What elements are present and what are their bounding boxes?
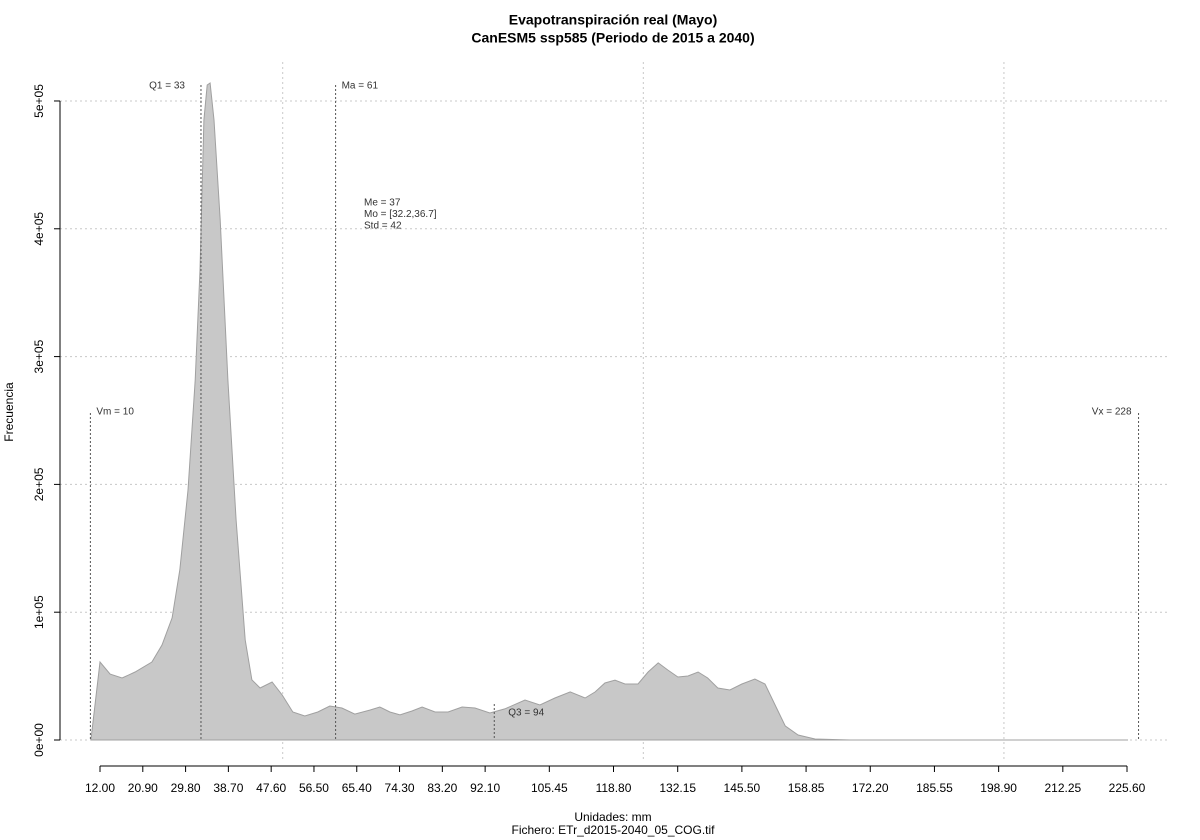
x-tick-label: 56.50 <box>299 781 329 795</box>
x-tick-label: 132.15 <box>659 781 696 795</box>
x-tick-label: 105.45 <box>531 781 568 795</box>
x-tick-label: 47.60 <box>256 781 286 795</box>
x-tick-label: 38.70 <box>213 781 243 795</box>
y-tick-label: 3e+05 <box>32 339 46 373</box>
y-tick-label: 2e+05 <box>32 467 46 501</box>
y-tick-label: 0e+00 <box>32 723 46 757</box>
x-tick-label: 158.85 <box>788 781 825 795</box>
stat-label: Mo = [32.2,36.7] <box>364 209 437 220</box>
x-tick-label: 29.80 <box>171 781 201 795</box>
x-tick-label: 185.55 <box>916 781 953 795</box>
x-tick-label: 92.10 <box>470 781 500 795</box>
x-tick-label: 83.20 <box>427 781 457 795</box>
marker-label: Q3 = 94 <box>508 708 544 719</box>
x-tick-label: 118.80 <box>596 781 632 795</box>
x-tick-label: 145.50 <box>724 781 761 795</box>
x-tick-label: 212.25 <box>1044 781 1081 795</box>
marker-label: Ma = 61 <box>342 81 379 92</box>
x-tick-label: 225.60 <box>1109 781 1146 795</box>
x-tick-label: 74.30 <box>385 781 415 795</box>
x-axis-label: Unidades: mm <box>574 810 651 824</box>
marker-label: Vx = 228 <box>1092 407 1132 418</box>
density-area <box>90 82 1129 741</box>
x-tick-label: 198.90 <box>980 781 1017 795</box>
y-axis-label: Frecuencia <box>2 382 16 442</box>
y-tick-label: 1e+05 <box>32 595 46 629</box>
x-tick-label: 12.00 <box>85 781 115 795</box>
marker-label: Q1 = 33 <box>149 81 185 92</box>
x-tick-label: 172.20 <box>852 781 889 795</box>
marker-label: Vm = 10 <box>96 407 134 418</box>
chart-title: Evapotranspiración real (Mayo) <box>509 12 718 28</box>
y-tick-label: 5e+05 <box>32 84 46 118</box>
caption: Fichero: ETr_d2015-2040_05_COG.tif <box>512 823 716 837</box>
x-tick-label: 65.40 <box>342 781 372 795</box>
x-tick-label: 20.90 <box>128 781 158 795</box>
chart-subtitle: CanESM5 ssp585 (Periodo de 2015 a 2040) <box>471 30 754 46</box>
stat-label: Me = 37 <box>364 198 401 209</box>
stat-label: Std = 42 <box>364 221 402 232</box>
y-tick-label: 4e+05 <box>32 212 46 246</box>
